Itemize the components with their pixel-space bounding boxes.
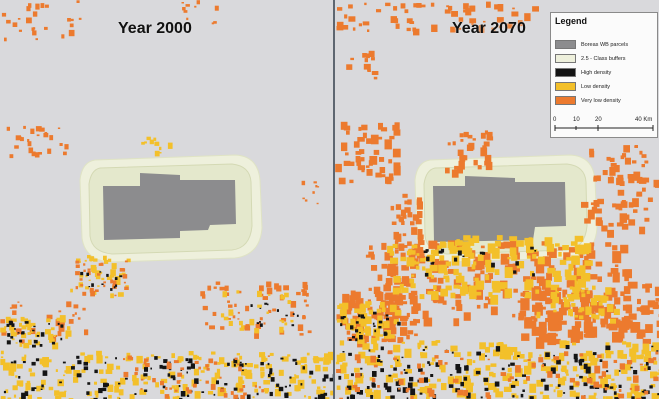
building-parcel — [433, 176, 566, 242]
settlement-patches-2070 — [335, 1, 659, 399]
very-low-density-swatch-icon — [555, 96, 576, 105]
map-panel-2070: Year 2070 — [335, 0, 659, 399]
building-swatch-icon — [555, 40, 576, 49]
map-2000-canvas — [0, 0, 333, 399]
settlement-patches-2000 — [0, 0, 333, 399]
legend-title: Legend — [555, 16, 588, 26]
legend-label-building: Boreas WB parcels — [581, 41, 629, 48]
legend-label-buffer: 2.5 - Class buffers — [581, 55, 626, 62]
legend-item-high-density: High density — [555, 67, 611, 78]
scale-bar-line — [554, 125, 654, 131]
legend-item-low-density: Low density — [555, 81, 610, 92]
panel-divider — [333, 0, 335, 399]
legend-item-buffer: 2.5 - Class buffers — [555, 53, 626, 64]
scale-tick-20: 20 — [595, 117, 602, 123]
map-panel-2000: Year 2000 — [0, 0, 333, 399]
legend-label-very-low-density: Very low density — [581, 97, 621, 104]
scale-bar: 0 10 20 40 Km — [553, 115, 655, 135]
scale-tick-0: 0 — [553, 117, 557, 123]
map-2070-canvas — [335, 1, 659, 399]
map-legend: Legend Boreas WB parcels 2.5 - Class buf… — [550, 12, 658, 138]
legend-item-building: Boreas WB parcels — [555, 39, 628, 50]
high-density-swatch-icon — [555, 68, 576, 77]
legend-label-high-density: High density — [581, 69, 612, 76]
buffer-swatch-icon — [555, 54, 576, 63]
scale-tick-10: 10 — [573, 117, 580, 123]
scale-tick-40: 40 Km — [635, 117, 653, 123]
building-parcel — [103, 173, 236, 240]
legend-item-very-low-density: Very low density — [555, 95, 621, 106]
legend-label-low-density: Low density — [581, 83, 611, 90]
map-title-2070: Year 2070 — [452, 20, 526, 37]
low-density-swatch-icon — [555, 82, 576, 91]
map-title-2000: Year 2000 — [118, 20, 192, 37]
